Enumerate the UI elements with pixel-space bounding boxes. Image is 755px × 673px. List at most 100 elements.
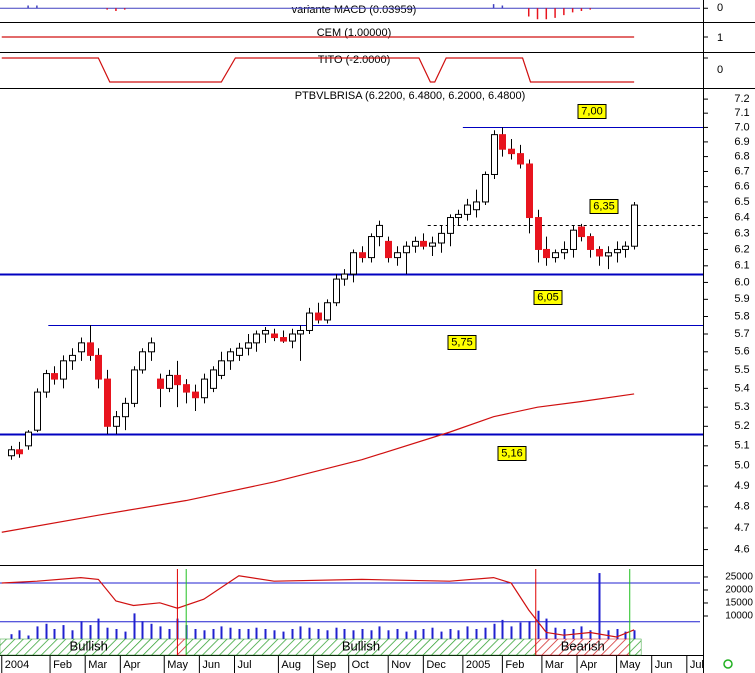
candle-body [271,333,278,339]
level-label-box [497,446,527,461]
candle-body [324,302,331,321]
candle-body [122,402,129,418]
candle-body [245,342,252,349]
y-tick-label: 6.2 [734,243,749,255]
candle-body [368,236,375,259]
y-tick-label: 1 [717,32,723,44]
candle-body [236,347,243,356]
y-tick-label: 6.5 [734,196,749,208]
candle-body [412,240,419,247]
y-tick-label: 4.7 [734,522,749,534]
y-tick-label: 5.3 [734,401,749,413]
candle-body [289,333,296,342]
signal-label: Bullish [70,638,108,653]
candle-body [438,232,445,244]
candle-body [95,354,102,380]
candle-body [429,242,436,247]
candle-body [315,312,322,321]
level-label-box [447,335,477,350]
candle-body [552,252,559,259]
y-tick-label: 6.1 [734,260,749,272]
candle-body [8,449,15,457]
y-tick-label: 5.1 [734,440,749,452]
y-tick-label: 15000 [725,598,753,609]
y-tick-label: 4.8 [734,501,749,513]
candle-body [578,226,585,238]
moving-average [1,393,635,533]
candle-body [385,240,392,259]
level-label-box [589,199,619,214]
candle-body [183,384,190,393]
candle-body [51,373,58,380]
candle-body [253,333,260,344]
tito-title: TITO (-2.0000) [318,54,391,66]
y-tick-label: 0 [717,64,723,76]
candle-body [350,252,357,275]
candle-body [605,252,612,257]
x-tick-label: Jun [655,659,673,671]
chart-title: PTBVLBRISA (6.2200, 6.4800, 6.2000, 6.48… [295,90,526,102]
candle-body [403,245,410,254]
candle-body [596,248,603,257]
x-tick-label: Mar [88,659,107,671]
y-tick-label: 6.0 [734,276,749,288]
y-tick-label: 6.3 [734,227,749,239]
candle-body [535,217,542,250]
candle-body [473,201,480,211]
candle-body [455,213,462,219]
x-tick-label: Nov [391,659,411,671]
x-tick-label: 2004 [5,659,29,671]
candle-body [508,148,515,155]
candle-body [306,312,313,331]
signal-label: Bullish [342,638,380,653]
candle-body [297,329,304,335]
y-tick-label: 7.1 [734,107,749,119]
candle-body [69,354,76,362]
y-tick-label: 5.4 [734,382,749,394]
oscillator-line [1,575,635,638]
x-tick-label: Sep [317,659,337,671]
x-tick-label: May [167,659,188,671]
candle-body [543,248,550,259]
y-tick-label: 6.6 [734,181,749,193]
candle-body [587,236,594,250]
candle-body [25,431,32,447]
candle-body [148,342,155,353]
y-tick-label: 25000 [725,572,753,583]
x-tick-label: Mar [545,659,564,671]
candle-body [218,360,225,376]
candle-body [157,378,164,389]
y-tick-label: 0 [717,2,723,14]
macd-title: variante MACD (0.03959) [292,4,417,16]
y-tick-label: 4.6 [734,543,749,555]
candle-body [614,248,621,254]
candle-body [227,351,234,362]
level-label-box [577,104,607,119]
y-tick-label: 7.0 [734,121,749,133]
candle-body [376,224,383,238]
candle-body [491,134,498,175]
candle-body [201,378,208,399]
candle-body [359,252,366,259]
level-label: 7,00 [581,105,602,117]
candle-body [341,273,348,280]
candle-body [631,204,638,247]
y-tick-label: 6.8 [734,150,749,162]
candle-body [280,337,287,342]
candle-body [16,449,23,455]
x-tick-label: Jul [690,659,704,671]
candle-body [113,416,120,427]
candle-body [34,391,41,431]
x-tick-label: Feb [505,659,524,671]
candle-body [210,369,217,389]
candle-body [139,351,146,371]
x-tick-label: Jul [238,659,252,671]
level-label: 5,75 [451,336,472,348]
candle-body [499,134,506,150]
candle-body [166,374,173,389]
y-tick-label: 5.8 [734,310,749,322]
y-tick-label: 5.5 [734,364,749,376]
y-tick-label: 6.4 [734,211,749,223]
